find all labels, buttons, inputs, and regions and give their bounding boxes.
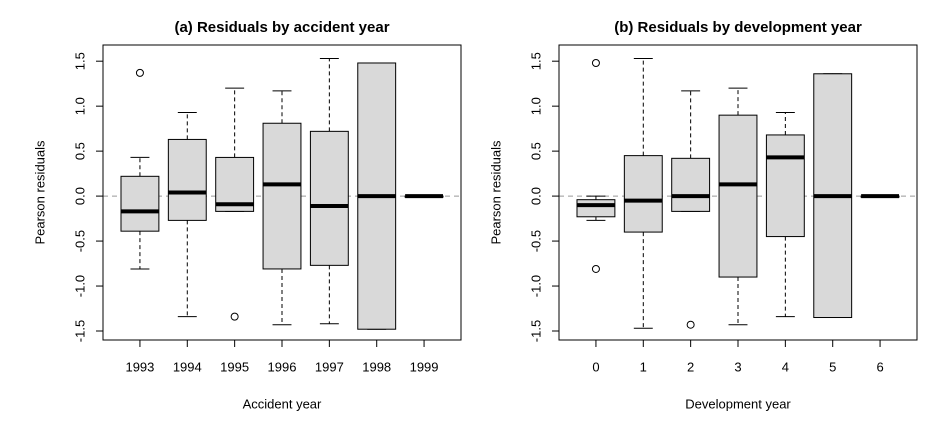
x-tick-label: 5 bbox=[829, 359, 836, 374]
y-tick-label: -1.0 bbox=[72, 275, 87, 297]
y-axis-title: Pearson residuals bbox=[32, 140, 47, 245]
x-tick-label: 1993 bbox=[125, 359, 154, 374]
x-tick-label: 1994 bbox=[173, 359, 202, 374]
x-tick-label: 1998 bbox=[362, 359, 391, 374]
outlier bbox=[686, 320, 695, 329]
y-tick-label: -0.5 bbox=[72, 230, 87, 252]
box bbox=[718, 114, 758, 278]
outlier bbox=[591, 58, 600, 67]
y-axis-title: Pearson residuals bbox=[488, 140, 503, 245]
plot-frame bbox=[102, 44, 462, 341]
x-tick-label: 1997 bbox=[315, 359, 344, 374]
x-tick-label: 1996 bbox=[268, 359, 297, 374]
box bbox=[623, 155, 663, 233]
box bbox=[120, 175, 160, 232]
y-tick-label: -1.0 bbox=[528, 275, 543, 297]
chart-title: (b) Residuals by development year bbox=[614, 19, 862, 36]
y-tick-label: 1.0 bbox=[72, 97, 87, 115]
y-tick-label: 0.0 bbox=[72, 187, 87, 205]
x-axis-title: Accident year bbox=[243, 396, 322, 411]
outlier bbox=[230, 312, 239, 321]
chart-title: (a) Residuals by accident year bbox=[174, 19, 389, 36]
box bbox=[262, 122, 302, 270]
x-tick-label: 6 bbox=[876, 359, 883, 374]
box bbox=[765, 134, 805, 238]
y-tick-label: -1.5 bbox=[72, 320, 87, 342]
y-tick-label: 1.5 bbox=[72, 52, 87, 70]
y-tick-label: 0.5 bbox=[528, 142, 543, 160]
box bbox=[671, 157, 711, 212]
y-tick-label: 1.0 bbox=[528, 97, 543, 115]
x-tick-label: 2 bbox=[687, 359, 694, 374]
y-tick-label: -1.5 bbox=[528, 320, 543, 342]
x-tick-label: 3 bbox=[734, 359, 741, 374]
y-tick-label: 0.5 bbox=[72, 142, 87, 160]
y-tick-label: 1.5 bbox=[528, 52, 543, 70]
outlier bbox=[135, 68, 144, 77]
x-axis-title: Development year bbox=[685, 396, 791, 411]
x-tick-label: 1 bbox=[640, 359, 647, 374]
box bbox=[309, 130, 349, 266]
outlier bbox=[591, 264, 600, 273]
x-tick-label: 1999 bbox=[410, 359, 439, 374]
y-tick-label: -0.5 bbox=[528, 230, 543, 252]
x-tick-label: 4 bbox=[782, 359, 789, 374]
y-tick-label: 0.0 bbox=[528, 187, 543, 205]
plot-frame bbox=[558, 44, 918, 341]
x-tick-label: 0 bbox=[592, 359, 599, 374]
x-tick-label: 1995 bbox=[220, 359, 249, 374]
box bbox=[576, 199, 616, 218]
box bbox=[167, 138, 207, 221]
